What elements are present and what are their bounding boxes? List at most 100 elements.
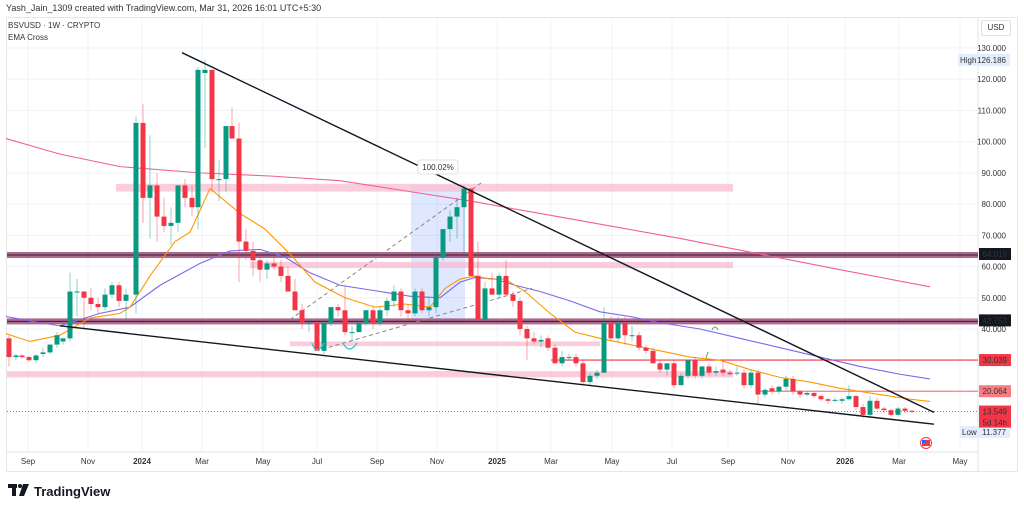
candle-body [608, 322, 614, 339]
candle-body [587, 375, 593, 383]
candle-body [161, 216, 167, 226]
time-tick-label: 2025 [488, 457, 506, 466]
tradingview-logo-text: TradingView [34, 483, 111, 499]
candle-body [818, 396, 824, 400]
candle-body [482, 288, 488, 320]
candle-body [860, 407, 866, 415]
candle-body [713, 371, 719, 373]
candle-body [95, 304, 101, 308]
candle-body [510, 294, 516, 301]
candle-body [257, 260, 263, 270]
time-tick-label: May [255, 457, 270, 466]
candle-body [335, 307, 341, 311]
candle-body [867, 400, 873, 415]
candle-body [419, 291, 425, 311]
candle-body [447, 216, 453, 230]
candle-body [363, 310, 369, 323]
price-level-tag [979, 385, 1011, 398]
candle-body [468, 188, 474, 276]
candle-body [874, 400, 880, 409]
supply-demand-zone [7, 371, 733, 378]
time-tick-label: Jul [312, 457, 322, 466]
price-tick-label: 50.000 [982, 294, 1007, 303]
candle-body [629, 335, 635, 337]
arrow-marker [705, 326, 719, 359]
candle-body [264, 263, 270, 270]
candle-body [888, 410, 894, 415]
candle-body [370, 310, 376, 323]
candle-body [783, 378, 789, 387]
candle-body [13, 355, 19, 358]
candle-body [524, 328, 530, 339]
candle-body [489, 288, 495, 295]
candle-body [116, 285, 122, 301]
candle-body [328, 307, 334, 323]
time-tick-label: Mar [892, 457, 906, 466]
symbol-info[interactable]: BSVUSD · 1W · CRYPTO [8, 21, 101, 30]
wedge-lower-trendline [59, 325, 935, 425]
candle-body [67, 291, 73, 339]
candle-body [321, 322, 327, 351]
high-label-bg [958, 53, 1010, 66]
candle-body [909, 410, 915, 412]
candle-body [797, 391, 803, 395]
candle-body [74, 291, 80, 293]
candle-body [88, 297, 94, 305]
candle-body [426, 307, 432, 311]
candle-body [377, 310, 383, 323]
candle-body [517, 300, 523, 329]
candle-body [895, 408, 901, 415]
candle-body [727, 372, 733, 375]
candle-body [580, 363, 586, 383]
wedge-upper-trendline [181, 52, 935, 413]
candle-body [133, 122, 139, 295]
time-tick-label: May [952, 457, 967, 466]
candle-body [559, 357, 565, 364]
price-tick-label: 60.000 [982, 263, 1007, 272]
time-tick-label: Jul [667, 457, 677, 466]
high-value: 126.186 [977, 56, 1006, 65]
candle-body [622, 322, 628, 336]
candle-body [140, 122, 146, 198]
candle-body [292, 291, 298, 311]
candle-body [278, 266, 284, 276]
candle-body [250, 250, 256, 261]
candle-body [40, 352, 46, 354]
candle-body [356, 322, 362, 333]
ema-slow-line [5, 248, 931, 380]
candle-body [168, 222, 174, 226]
chart-pane[interactable] [6, 17, 1018, 472]
price-tick-label: 110.000 [978, 106, 1007, 115]
price-level-tag [979, 314, 1011, 327]
candle-body [552, 347, 558, 364]
bottom-arc-marker [342, 342, 358, 350]
currency-selector[interactable]: USD [981, 20, 1011, 36]
indicator-name[interactable]: EMA Cross [8, 33, 49, 42]
candle-body [54, 335, 60, 345]
candle-body [271, 263, 277, 267]
candle-body [566, 357, 572, 359]
candle-body [531, 338, 537, 342]
candle-body [398, 291, 404, 311]
tradingview-logo[interactable]: TradingView [8, 483, 110, 499]
supply-demand-zone [116, 183, 733, 192]
candle-body [475, 275, 481, 320]
candle-body [601, 322, 607, 373]
candle-body [195, 69, 201, 208]
time-tick-label: Sep [370, 457, 385, 466]
price-level-value: 30.039 [983, 356, 1008, 365]
candle-body [314, 322, 320, 351]
time-tick-label: Nov [430, 457, 444, 466]
candle-body [573, 357, 579, 364]
time-tick-label: Mar [195, 457, 209, 466]
candle-body [496, 275, 502, 295]
time-tick-label: Sep [21, 457, 36, 466]
candle-body [405, 310, 411, 314]
price-level-tag [979, 405, 1011, 428]
candle-body [229, 126, 235, 139]
low-value: 11.377 [982, 428, 1006, 437]
price-tick-label: 70.000 [982, 231, 1007, 240]
time-tick-label: Mar [544, 457, 558, 466]
candle-body [650, 350, 656, 364]
